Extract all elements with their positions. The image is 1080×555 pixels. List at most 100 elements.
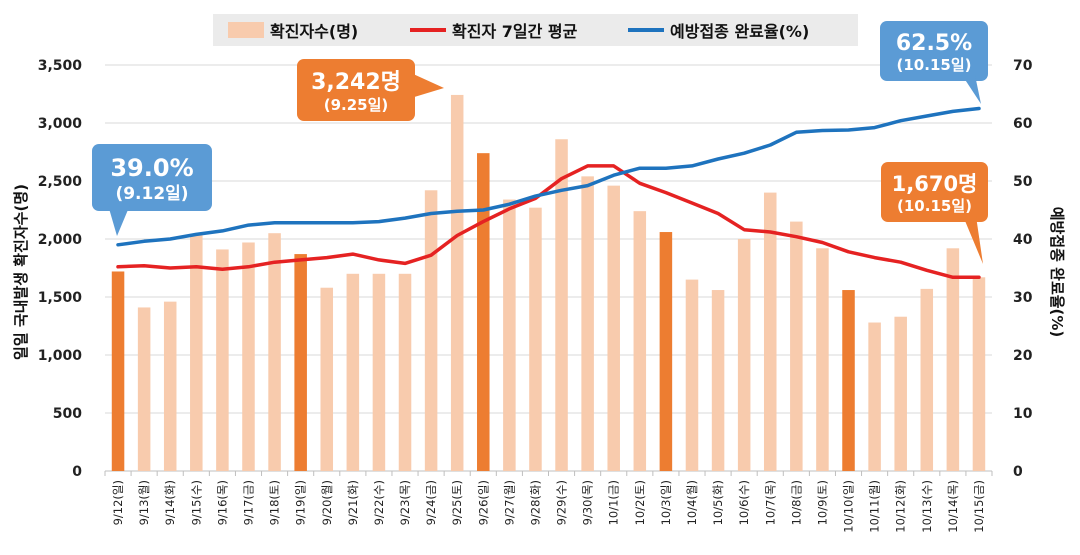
callout-date: (9.12일) xyxy=(115,184,188,204)
x-tick-label: 10/9(토) xyxy=(815,480,829,525)
bar xyxy=(216,249,229,471)
x-tick-label: 9/22(수) xyxy=(372,480,386,525)
bar xyxy=(268,233,281,471)
avg-line xyxy=(116,164,981,280)
x-tick-label: 9/13(월) xyxy=(137,480,151,525)
x-tick-label: 9/30(목) xyxy=(581,480,595,525)
bar xyxy=(137,307,151,471)
bar xyxy=(633,211,647,471)
left-tick-label: 3,500 xyxy=(38,58,83,74)
bar xyxy=(242,242,255,471)
bar xyxy=(972,277,986,471)
x-tick-label: 10/10(일) xyxy=(842,480,856,533)
x-tick-label: 10/7(목) xyxy=(763,480,777,525)
left-tick-label: 0 xyxy=(72,464,82,480)
callout-value: 62.5% xyxy=(896,31,972,56)
legend-background xyxy=(213,14,858,46)
callout-vax-start: 39.0%(9.12일) xyxy=(92,144,212,236)
callout-value: 39.0% xyxy=(110,154,193,182)
x-tick-label: 9/24(금) xyxy=(424,480,438,525)
callout-date: (10.15일) xyxy=(897,56,972,74)
vaccination-line xyxy=(116,106,981,247)
bar xyxy=(920,288,934,471)
callout-pointer xyxy=(963,216,983,264)
callout-value: 1,670명 xyxy=(892,172,978,196)
bar xyxy=(346,273,360,471)
x-tick-label: 10/12(화) xyxy=(894,480,908,533)
left-tick-label: 2,000 xyxy=(38,232,83,248)
bar xyxy=(946,248,960,471)
callout-pointer xyxy=(108,205,130,236)
bar xyxy=(816,248,829,471)
callout-latest: 1,670명(10.15일) xyxy=(881,162,988,264)
x-tick-label: 9/29(수) xyxy=(555,480,569,525)
right-axis-title: 예방접종 완료율(%) xyxy=(1048,207,1066,338)
right-tick-label: 20 xyxy=(1013,348,1033,364)
x-tick-label: 10/2(토) xyxy=(633,480,647,525)
bar xyxy=(294,254,307,471)
right-axis-ticks: 0 10 20 30 40 50 60 70 xyxy=(1013,58,1033,480)
bar xyxy=(477,153,490,471)
bar xyxy=(529,207,542,471)
left-tick-label: 3,000 xyxy=(38,116,83,132)
right-tick-label: 10 xyxy=(1013,406,1033,422)
callout-box xyxy=(881,162,988,222)
left-axis-title: 일일 국내발생 확진자수(명) xyxy=(12,184,30,360)
x-tick-label: 10/11(월) xyxy=(868,480,882,533)
bar-series xyxy=(111,94,986,472)
legend: 확진자수(명) 확진자 7일간 평균 예방접종 완료율(%) xyxy=(213,14,858,46)
bar xyxy=(894,316,907,471)
bar xyxy=(503,199,516,471)
right-tick-label: 60 xyxy=(1013,116,1033,132)
callout-box xyxy=(880,21,988,81)
bar xyxy=(190,234,203,471)
callout-date: (9.25일) xyxy=(324,96,389,114)
x-tick-label: 10/5(화) xyxy=(711,480,725,525)
x-tick-label: 10/15(금) xyxy=(972,480,986,533)
callout-vax-end: 62.5%(10.15일) xyxy=(880,21,988,104)
left-tick-label: 500 xyxy=(53,406,82,422)
x-tick-label: 9/28(화) xyxy=(528,480,542,525)
legend-label-bars: 확진자수(명) xyxy=(270,22,358,41)
bar xyxy=(737,239,751,471)
bar xyxy=(842,290,855,471)
x-tick-label: 9/18(토) xyxy=(268,480,282,525)
bar xyxy=(607,185,620,471)
bar xyxy=(659,232,673,471)
right-tick-label: 50 xyxy=(1013,174,1033,190)
x-axis-ticks: 9/12(일) 9/13(월) 9/14(화) 9/15(수) 9/16(목) 9/17(… xyxy=(104,471,993,533)
legend-label-avg: 확진자 7일간 평균 xyxy=(452,22,578,41)
bar xyxy=(372,273,386,471)
legend-swatch-bars xyxy=(228,22,264,38)
line-series xyxy=(116,106,981,280)
x-tick-label: 9/27(월) xyxy=(502,480,516,525)
left-tick-label: 2,500 xyxy=(38,174,83,190)
bar xyxy=(581,176,594,472)
x-tick-label: 9/23(목) xyxy=(398,480,412,525)
x-tick-label: 9/14(화) xyxy=(163,480,177,525)
callout-peak: 3,242명(9.25일) xyxy=(297,59,444,121)
x-tick-label: 10/4(월) xyxy=(685,480,699,525)
callout-box xyxy=(92,144,212,211)
bar xyxy=(868,322,881,471)
bar xyxy=(320,287,334,471)
x-tick-label: 9/20(월) xyxy=(320,480,334,525)
callout-pointer xyxy=(411,73,444,98)
left-axis-ticks: 0 500 1,000 1,500 2,000 2,500 3,000 3,500 xyxy=(38,58,83,480)
bar xyxy=(685,279,699,471)
bar xyxy=(398,273,412,471)
x-tick-label: 9/26(일) xyxy=(476,480,490,525)
x-tick-label: 10/14(목) xyxy=(946,480,960,533)
bar xyxy=(555,139,568,472)
bar xyxy=(424,190,438,471)
x-tick-label: 10/3(일) xyxy=(659,480,673,525)
x-tick-label: 10/8(금) xyxy=(789,480,803,525)
x-tick-label: 9/25(토) xyxy=(450,480,464,525)
x-tick-label: 10/13(수) xyxy=(920,480,934,533)
legend-label-vax: 예방접종 완료율(%) xyxy=(670,22,809,41)
bar xyxy=(763,192,777,471)
right-tick-label: 30 xyxy=(1013,290,1033,306)
left-tick-label: 1,500 xyxy=(38,290,83,306)
x-tick-label: 9/15(수) xyxy=(189,480,203,525)
